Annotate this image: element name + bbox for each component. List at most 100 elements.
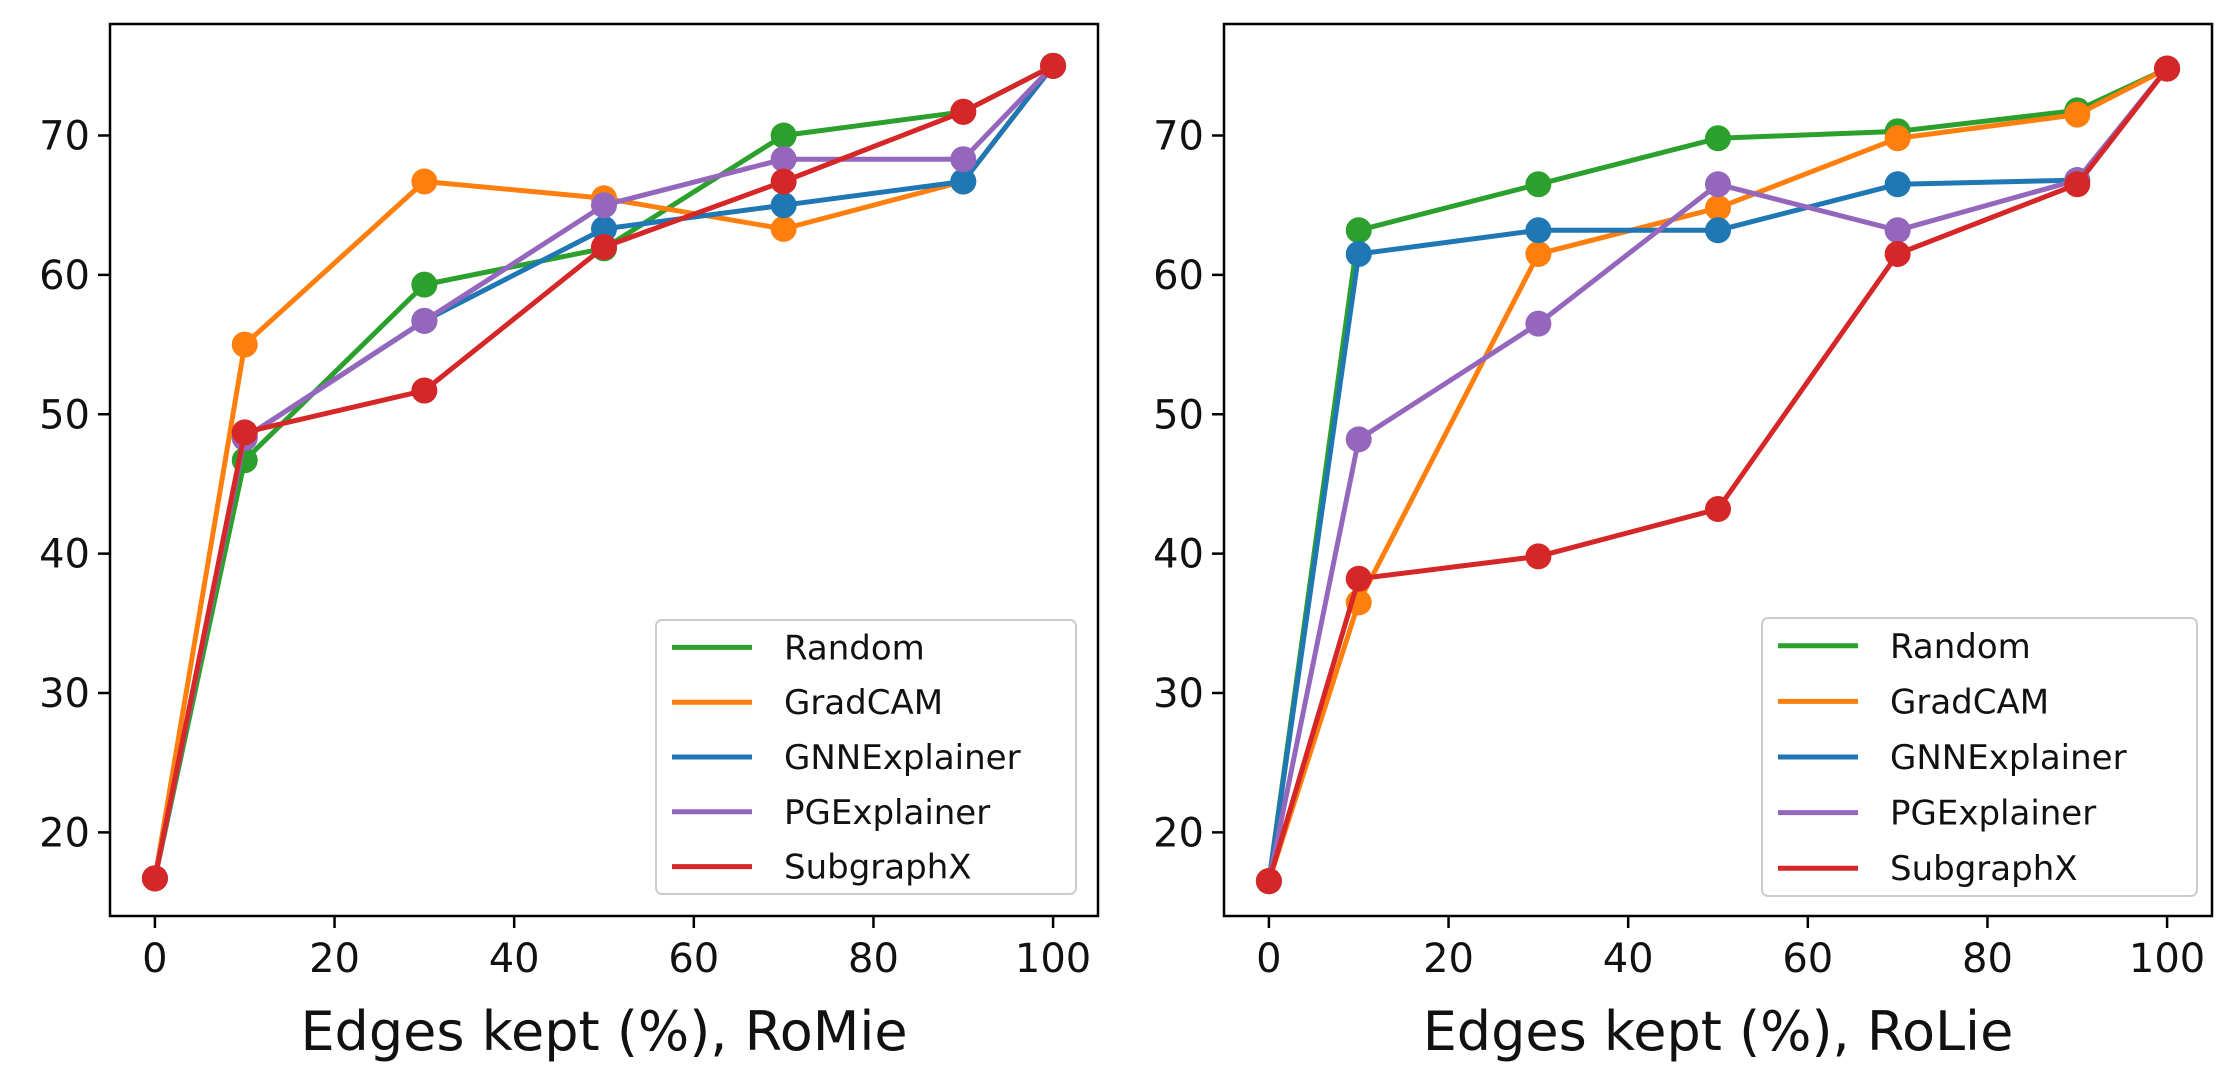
data-point [591, 234, 617, 260]
data-point [1525, 217, 1552, 244]
data-point [1345, 426, 1372, 453]
ticks-layer: 0 20 40 60 80 100 20 30 40 50 60 70 [1153, 114, 2205, 983]
x-tick-label: 0 [1256, 936, 1281, 982]
data-point [1884, 125, 1911, 152]
data-point [770, 146, 797, 173]
legend-item: Random [1778, 627, 2031, 667]
data-point [950, 98, 977, 125]
x-tick-label: 40 [1603, 936, 1654, 982]
data-point [411, 377, 438, 404]
data-point [411, 271, 438, 298]
x-tick-label: 100 [2129, 936, 2205, 982]
x-tick-label: 100 [1015, 936, 1091, 982]
data-point [231, 331, 258, 358]
legend-item: GradCAM [1778, 682, 2049, 722]
series-subgraphx [141, 52, 1067, 892]
ticks-layer: 0 20 40 60 80 100 20 30 40 50 60 70 [39, 114, 1091, 983]
x-tick-label: 20 [1423, 936, 1474, 982]
data-point [1525, 240, 1552, 267]
data-point [411, 168, 438, 195]
y-tick-label: 20 [1153, 810, 1204, 856]
legend-item: GNNExplainer [672, 738, 1021, 778]
x-tick-label: 0 [142, 936, 167, 982]
data-point [141, 865, 168, 892]
legend-item: Random [672, 628, 925, 668]
data-point [591, 192, 617, 219]
y-tick-label: 50 [39, 392, 90, 438]
y-tick-label: 60 [39, 253, 90, 299]
legend-item: PGExplainer [672, 793, 990, 833]
legend-label: GradCAM [784, 683, 943, 723]
data-point [1525, 171, 1552, 198]
data-point [2064, 101, 2091, 128]
data-point [1255, 868, 1282, 895]
data-point [411, 307, 438, 334]
data-point [770, 168, 797, 195]
legend-label: SubgraphX [784, 848, 972, 888]
y-tick-label: 30 [1153, 671, 1204, 717]
legend-label: Random [784, 628, 925, 668]
plot-frame [108, 22, 1100, 918]
legend-label: Random [1890, 627, 2031, 667]
legend-label: GNNExplainer [784, 738, 1021, 778]
data-point [770, 122, 797, 149]
legend-box [1761, 617, 2198, 897]
legend-label: GradCAM [1890, 682, 2049, 722]
legend-item: PGExplainer [1778, 794, 2096, 834]
chart-panel-rolie: 0 20 40 60 80 100 20 30 40 50 60 70 Edges kept (%),… [1153, 22, 2214, 1063]
chart-panel-romie: 0 20 40 60 80 100 20 30 40 50 60 70 Edges kept (%),… [39, 22, 1100, 1063]
data-point [1884, 171, 1911, 198]
y-tick-label: 30 [39, 671, 90, 717]
x-tick-label: 80 [848, 936, 899, 982]
x-tick-label: 80 [1962, 936, 2013, 982]
x-tick-label: 20 [309, 936, 360, 982]
x-tick-label: 60 [1782, 936, 1833, 982]
data-point [1040, 52, 1067, 79]
data-point [231, 419, 258, 446]
x-tick-label: 60 [668, 936, 719, 982]
data-point [770, 215, 797, 242]
y-tick-label: 40 [1153, 532, 1204, 578]
legend-item: GNNExplainer [1778, 738, 2127, 778]
y-tick-label: 20 [39, 810, 90, 856]
data-point [591, 215, 617, 242]
legend-label: PGExplainer [1890, 794, 2096, 834]
data-point [1525, 310, 1552, 337]
legend: Random GradCAM GNNExplainer PGExplainer Subg… [1761, 617, 2198, 897]
x-axis-label: Edges kept (%), RoMie [300, 1000, 907, 1063]
y-tick-label: 70 [1153, 114, 1204, 160]
data-point [950, 168, 977, 195]
data-point [1705, 171, 1731, 198]
data-point [1705, 125, 1731, 152]
data-point [950, 146, 977, 173]
data-point [2064, 171, 2091, 198]
data-point [1525, 543, 1552, 570]
legend-item: SubgraphX [1778, 849, 2078, 889]
x-axis-label: Edges kept (%), RoLie [1423, 1000, 2014, 1063]
data-point [1345, 217, 1372, 244]
plot-frame [1222, 22, 2214, 918]
y-tick-label: 60 [1153, 253, 1204, 299]
data-point [1705, 217, 1731, 244]
data-point [1884, 240, 1911, 267]
y-tick-label: 70 [39, 114, 90, 160]
legend-label: SubgraphX [1890, 849, 2078, 889]
data-point [1884, 217, 1911, 244]
legend-box [655, 619, 1077, 895]
data-point [1345, 240, 1372, 267]
series-layer [141, 52, 1067, 892]
series-layer [1255, 55, 2181, 895]
legend-item: GradCAM [672, 683, 943, 723]
data-point [2154, 55, 2181, 82]
legend-item: SubgraphX [672, 848, 972, 888]
legend-label: GNNExplainer [1890, 738, 2127, 778]
legend-label: PGExplainer [784, 793, 990, 833]
legend: Random GradCAM GNNExplainer PGExplainer Subg… [655, 619, 1077, 895]
data-point [770, 192, 797, 219]
data-point [1345, 565, 1372, 592]
series-subgraphx [1255, 55, 2181, 895]
y-tick-label: 40 [39, 532, 90, 578]
data-point [1705, 496, 1731, 523]
x-tick-label: 40 [489, 936, 540, 982]
